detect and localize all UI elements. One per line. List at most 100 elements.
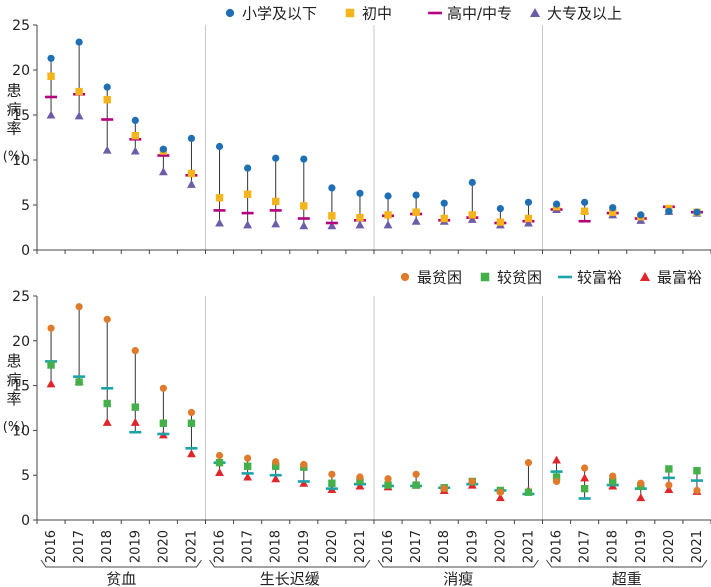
x-tick-label: 2017 — [578, 530, 593, 563]
data-point — [524, 214, 533, 223]
data-point — [665, 207, 673, 215]
data-point — [243, 472, 253, 481]
data-point — [609, 208, 617, 216]
x-tick-label: 2019 — [634, 530, 649, 563]
data-point — [272, 197, 280, 206]
y-tick-label: 10 — [12, 153, 30, 169]
x-tick-label: 2016 — [381, 530, 396, 563]
legend-label: 小学及以下 — [242, 5, 317, 23]
data-point — [103, 399, 111, 408]
data-point — [412, 470, 420, 478]
data-point — [272, 154, 280, 162]
data-point — [47, 72, 55, 80]
data-point — [411, 216, 421, 225]
x-tick-label: 2019 — [465, 530, 480, 563]
x-tick-label: 2017 — [409, 530, 424, 563]
data-point — [328, 184, 336, 192]
data-point — [665, 481, 673, 489]
data-point — [159, 145, 167, 153]
data-point — [187, 134, 196, 142]
data-point — [524, 198, 533, 206]
x-tick-label: 2018 — [269, 530, 284, 563]
data-point — [131, 403, 139, 411]
data-point — [215, 194, 224, 202]
data-point — [75, 303, 83, 311]
legend-marker — [225, 8, 235, 18]
data-point — [159, 384, 167, 392]
data-point — [131, 116, 139, 124]
legend: 最贫困 较贫困 较富裕 最富裕 — [400, 269, 702, 287]
data-point — [440, 485, 448, 493]
y-tick-label: 5 — [21, 198, 30, 214]
x-tick-label: 2019 — [128, 530, 143, 563]
data-point — [693, 467, 701, 475]
data-point — [47, 54, 55, 62]
legend-marker — [345, 8, 355, 18]
data-point — [299, 221, 309, 230]
data-point — [300, 460, 308, 469]
data-point — [356, 213, 364, 222]
group-bracket — [377, 559, 539, 568]
x-tick-label: 2018 — [606, 530, 621, 563]
data-point — [552, 477, 561, 486]
legend-label: 较富裕 — [577, 269, 622, 287]
data-point — [355, 481, 365, 490]
y-axis-label: 患病率(%) — [3, 82, 26, 165]
data-point — [130, 146, 140, 155]
y-tick-label: 15 — [12, 108, 30, 124]
data-point — [272, 458, 280, 466]
data-point — [665, 465, 673, 473]
y-tick-label: 20 — [12, 63, 30, 79]
data-point — [496, 488, 504, 496]
data-point — [271, 219, 281, 228]
data-point — [693, 208, 701, 216]
group-label: 消瘦 — [443, 570, 473, 587]
data-point — [327, 221, 337, 230]
data-point — [215, 468, 224, 477]
data-point — [637, 479, 645, 487]
data-point — [215, 451, 224, 460]
data-point — [552, 455, 561, 464]
data-point — [496, 205, 504, 213]
data-point — [609, 477, 617, 486]
data-point — [384, 475, 392, 483]
legend-label: 大专及以上 — [547, 5, 622, 23]
data-point — [130, 417, 140, 426]
data-point — [440, 214, 448, 223]
data-point — [244, 454, 252, 462]
data-point — [74, 111, 84, 120]
panel-2: 0 5 10 15 20 25 患病率(%) 最贫困 较贫困 较富裕 最富裕 — [3, 269, 711, 529]
x-tick-label: 2018 — [437, 530, 452, 563]
data-point — [243, 462, 252, 470]
x-tick-label: 2019 — [297, 530, 312, 563]
group-bracket — [209, 559, 371, 568]
y-tick-label: 20 — [12, 334, 30, 350]
data-point — [468, 211, 476, 219]
data-point — [609, 204, 617, 212]
data-point — [440, 199, 448, 207]
data-point — [271, 474, 281, 483]
data-point — [215, 218, 224, 227]
data-point — [158, 167, 168, 176]
data-point — [187, 169, 196, 178]
data-point — [412, 208, 420, 216]
group-label: 超重 — [612, 570, 642, 587]
x-tick-label: 2017 — [241, 530, 256, 563]
data-point — [47, 324, 55, 332]
data-point — [496, 218, 505, 226]
data-point — [215, 458, 224, 467]
data-point — [75, 378, 83, 386]
data-point — [355, 220, 365, 229]
x-tick-label: 2020 — [325, 530, 340, 563]
data-point — [131, 347, 139, 355]
legend-marker — [639, 271, 651, 282]
data-point — [300, 202, 308, 210]
data-point — [637, 211, 645, 219]
data-point — [159, 419, 168, 427]
y-tick-label: 25 — [12, 289, 30, 305]
group-label: 生长迟缓 — [260, 570, 320, 587]
data-point — [328, 212, 336, 220]
data-point — [46, 110, 56, 119]
data-point — [580, 484, 589, 493]
data-point — [272, 462, 280, 470]
